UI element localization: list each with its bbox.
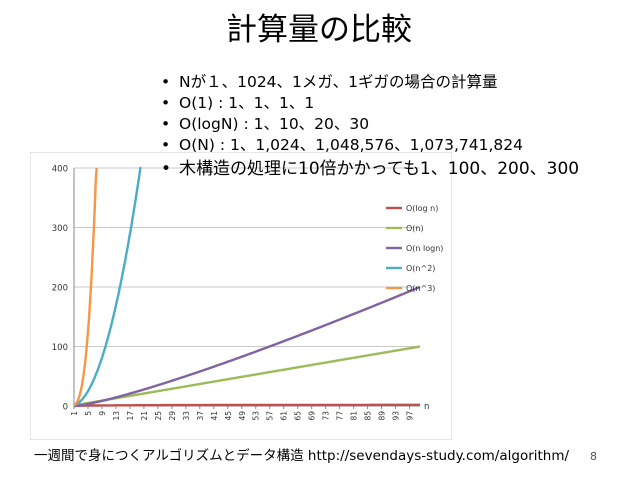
y-tick-label: 0 xyxy=(63,403,68,413)
x-tick-label: 5 xyxy=(84,411,93,416)
legend-label: O(n^3) xyxy=(406,284,435,293)
x-tick-label: 97 xyxy=(406,411,415,421)
x-tick-label: 1 xyxy=(70,411,79,416)
x-tick-label: 9 xyxy=(98,411,107,416)
x-tick-label: 29 xyxy=(168,411,177,421)
x-tick-label: 57 xyxy=(266,411,275,421)
series-line xyxy=(73,166,142,407)
slide-title: 計算量の比較 xyxy=(226,12,412,48)
legend-label: O(n logn) xyxy=(406,244,443,253)
x-tick-label: 73 xyxy=(322,411,331,421)
y-tick-label: 100 xyxy=(52,343,68,353)
x-tick-label: 93 xyxy=(392,411,401,421)
x-tick-label: 65 xyxy=(294,411,303,421)
legend-label: O(log n) xyxy=(406,204,438,213)
x-tick-label: 61 xyxy=(280,411,289,421)
x-tick-label: 49 xyxy=(238,411,247,421)
complexity-chart: 0 100 200 300 400 1 5 9 13 17 21 25 29 33 37 41 45 49 53 57… xyxy=(30,152,452,440)
x-axis-label: n xyxy=(424,402,429,412)
y-tick-label: 200 xyxy=(52,284,68,294)
y-tick-label: 400 xyxy=(52,165,68,175)
x-tick-label: 45 xyxy=(224,411,233,421)
x-tick-label: 13 xyxy=(112,411,121,421)
x-tick-label: 53 xyxy=(252,411,261,421)
bullet-item: O(logN) : 1、10、20、30 xyxy=(153,114,623,135)
bullet-item: 木構造の処理に10倍かかっても1、100、200、300 xyxy=(153,157,623,181)
x-tick-label: 81 xyxy=(350,411,359,421)
x-tick-label: 69 xyxy=(308,411,317,421)
chart-frame xyxy=(30,152,452,440)
series-line xyxy=(73,403,421,408)
x-tick-label: 21 xyxy=(140,411,149,421)
bullet-list: Nが１、1024、1メガ、1ギガの場合の計算量 O(1) : 1、1、1、1 O… xyxy=(153,72,623,181)
y-tick-label: 300 xyxy=(52,224,68,234)
x-tick-label: 33 xyxy=(182,411,191,421)
x-tick-label: 17 xyxy=(126,411,135,421)
x-tick-label: 77 xyxy=(336,411,345,421)
x-tick-label: 41 xyxy=(210,411,219,421)
footer-text: 一週間で身につくアルゴリズムとデータ構造 http://sevendays-st… xyxy=(34,448,570,464)
bullet-item: O(N) : 1、1,024、1,048,576、1,073,741,824 xyxy=(153,135,623,156)
x-tick-label: 89 xyxy=(378,411,387,421)
x-tick-label: 25 xyxy=(154,411,163,421)
series-line xyxy=(73,285,421,408)
legend-label: O(n) xyxy=(406,224,424,233)
series-line xyxy=(73,345,421,407)
page-number: 8 xyxy=(590,450,597,463)
legend-label: O(n^2) xyxy=(406,264,435,273)
chart-canvas: 0 100 200 300 400 1 5 9 13 17 21 25 29 33 37 41 45 49 53 57… xyxy=(30,152,452,440)
bullet-item: O(1) : 1、1、1、1 xyxy=(153,93,623,114)
bullet-item: Nが１、1024、1メガ、1ギガの場合の計算量 xyxy=(153,72,623,93)
x-tick-label: 37 xyxy=(196,411,205,421)
x-tick-label: 85 xyxy=(364,411,373,421)
series-line xyxy=(73,167,98,407)
